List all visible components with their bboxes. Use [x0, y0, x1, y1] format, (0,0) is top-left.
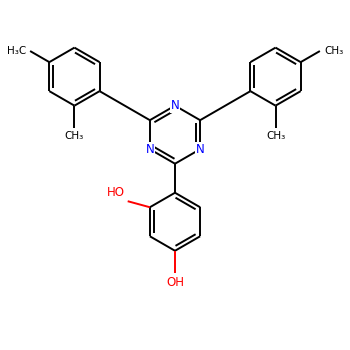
Text: N: N — [146, 143, 154, 156]
Text: N: N — [170, 99, 179, 112]
Text: OH: OH — [166, 276, 184, 289]
Text: HO: HO — [106, 186, 125, 199]
Text: CH₃: CH₃ — [65, 131, 84, 141]
Text: CH₃: CH₃ — [266, 131, 285, 141]
Text: H₃C: H₃C — [7, 46, 26, 56]
Text: N: N — [196, 143, 204, 156]
Text: CH₃: CH₃ — [324, 46, 343, 56]
